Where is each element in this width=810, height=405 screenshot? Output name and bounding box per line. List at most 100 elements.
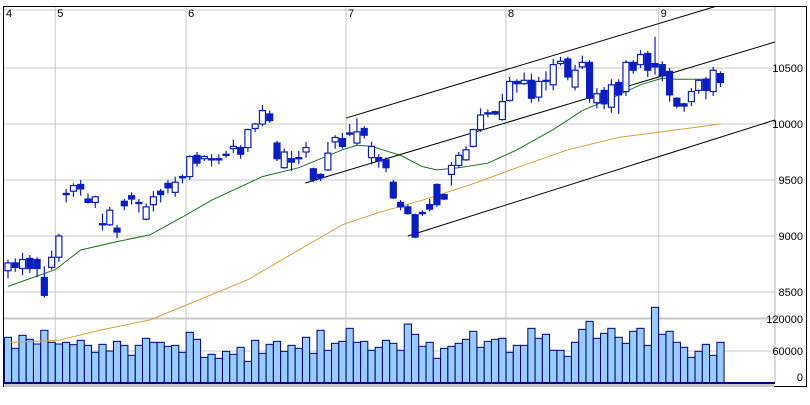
volume-bar	[411, 333, 420, 383]
candle-down	[33, 258, 41, 270]
candle-down	[193, 154, 201, 164]
volume-bar	[629, 330, 638, 383]
volume-bar	[389, 342, 398, 383]
volume-bar	[447, 345, 456, 383]
candle-up	[484, 112, 492, 115]
volume-bar	[91, 351, 100, 383]
candle-up	[48, 256, 56, 268]
candle-down	[629, 61, 637, 71]
volume-bar	[142, 337, 151, 383]
candle-up	[593, 93, 601, 104]
volume-bar	[243, 360, 253, 383]
candle-down	[585, 61, 594, 99]
candle-up	[186, 155, 194, 178]
candlesticks	[4, 36, 725, 298]
volume-bar	[687, 356, 696, 383]
volume-bar	[425, 341, 434, 383]
volume-bar	[469, 330, 478, 383]
volume-bar	[549, 349, 558, 383]
candle-up	[302, 146, 310, 153]
candle-down	[317, 173, 325, 179]
volume-bar	[98, 343, 107, 383]
candle-up	[556, 60, 565, 65]
candle-down	[84, 198, 92, 203]
volume-bar	[672, 341, 681, 383]
candle-down	[600, 89, 608, 105]
month-label: 4	[6, 8, 12, 20]
candle-up	[91, 196, 99, 204]
candle-down	[127, 195, 136, 200]
volume-bar	[112, 340, 122, 383]
candle-up	[4, 262, 12, 272]
volume-bar	[18, 334, 27, 383]
volume-bar	[25, 338, 34, 383]
candle-down	[273, 142, 281, 160]
volume-bar	[403, 323, 412, 383]
candle-up	[455, 154, 463, 167]
volume-bar	[229, 353, 238, 383]
month-label: 6	[188, 8, 194, 20]
candle-up	[571, 69, 579, 88]
volume-bar	[352, 341, 362, 383]
candle-up	[695, 79, 703, 91]
volume-bar	[680, 346, 689, 383]
volume-bar	[512, 344, 521, 383]
volume-bar	[665, 330, 674, 383]
candle-down	[680, 103, 688, 107]
candle-down	[295, 157, 303, 160]
candle-up	[18, 258, 27, 270]
volume-bar	[62, 341, 71, 383]
volume-bar	[236, 346, 245, 383]
candle-down	[433, 183, 441, 206]
price-axis-labels: 10500 10000 9500 9000 8500	[772, 63, 803, 299]
candle-down	[651, 62, 659, 68]
candle-down	[411, 214, 419, 238]
volume-bar	[440, 347, 449, 383]
candle-down	[702, 78, 710, 91]
candle-up	[324, 152, 332, 171]
volume-bar	[490, 338, 500, 383]
candle-up	[98, 223, 107, 226]
candle-down	[120, 200, 128, 207]
month-label: 5	[57, 8, 63, 20]
volume-bar	[418, 345, 427, 383]
candle-down	[396, 201, 405, 208]
volume-bar	[338, 340, 347, 383]
candle-down	[716, 72, 725, 84]
candle-down	[389, 181, 397, 199]
volume-bar	[345, 327, 354, 383]
candle-down	[426, 204, 434, 210]
candle-down	[237, 146, 245, 155]
candle-up	[135, 201, 143, 205]
candle-down	[440, 193, 448, 200]
candle-down	[513, 80, 521, 85]
candle-up	[520, 79, 528, 85]
candle-down	[11, 262, 19, 268]
candle-up	[367, 145, 376, 159]
candle-down	[266, 113, 274, 122]
horizontal-scrollbar[interactable]	[4, 384, 774, 387]
month-labels: 4 5 6 7 8 9	[6, 8, 667, 20]
candle-up	[353, 131, 361, 144]
candle-down	[665, 70, 674, 96]
candle-down	[615, 81, 623, 96]
volume-bar	[636, 327, 645, 383]
candle-up	[55, 235, 63, 258]
price-tick-label: 9000	[779, 231, 803, 243]
candle-up	[207, 158, 216, 161]
candle-up	[709, 69, 717, 93]
volume-bar	[454, 342, 463, 383]
candle-down	[157, 190, 165, 196]
candle-down	[673, 97, 681, 107]
volume-bar	[534, 337, 543, 383]
volume-bar	[251, 339, 260, 383]
volume-bar	[32, 343, 42, 383]
candle-up	[687, 90, 695, 103]
candle-up	[280, 151, 288, 169]
candle-up	[622, 61, 630, 93]
volume-bar	[461, 338, 471, 383]
volume-bar	[207, 353, 216, 383]
volume-bar	[76, 339, 85, 383]
volume-bar	[614, 336, 623, 383]
volume-tick-label: 60000	[772, 346, 803, 358]
